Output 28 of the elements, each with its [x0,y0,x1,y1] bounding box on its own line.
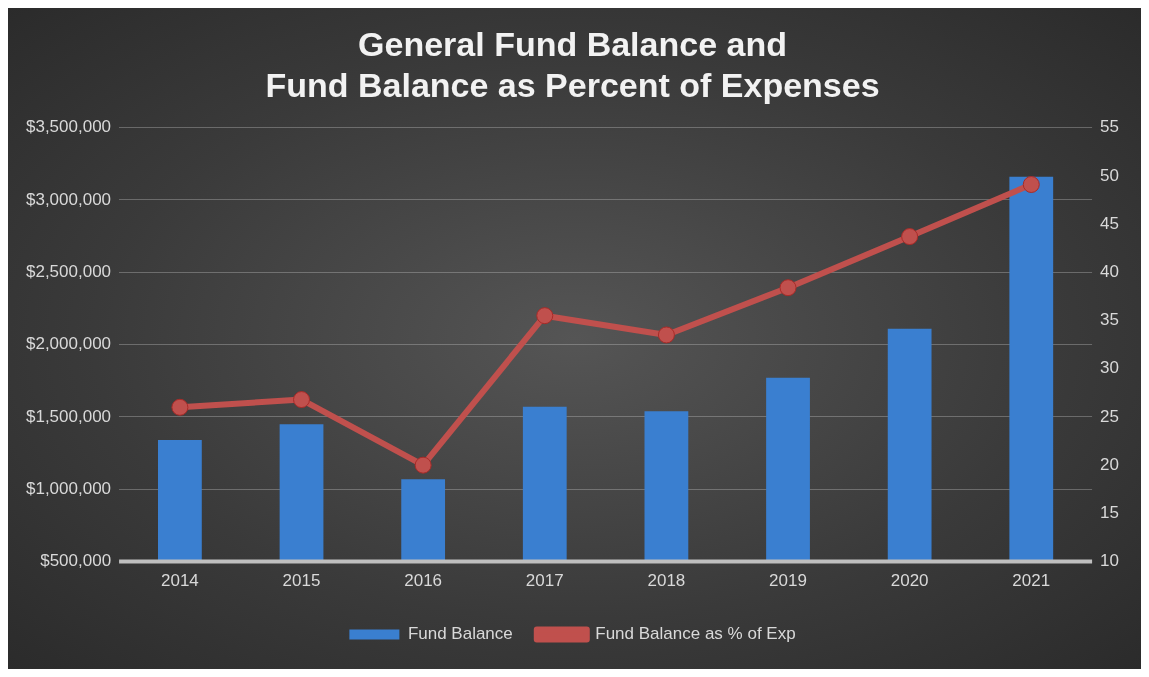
x-tick-label: 2014 [160,571,199,591]
y-tick-label: $3,000,000 [25,189,112,209]
y2-tick-label: 40 [1100,261,1120,281]
x-tick-label: 2020 [890,571,929,591]
x-tick-label: 2021 [1012,571,1051,591]
y-tick-label: $3,500,000 [25,117,112,137]
legend-label: Fund Balance [407,624,513,644]
y2-tick-label: 50 [1100,165,1120,185]
y2-tick-label: 10 [1100,551,1120,571]
y-tick-label: $1,000,000 [25,478,112,498]
y-tick-label: $2,500,000 [25,261,112,281]
x-tick-label: 2019 [769,571,807,591]
x-tick-label: 2016 [404,571,443,591]
y2-tick-label: 45 [1100,213,1120,233]
chart-title: General Fund Balance and Fund Balance as Percent of Expenses [265,24,880,104]
x-tick-label: 2017 [525,571,564,591]
y2-tick-label: 35 [1100,310,1120,330]
x-tick-label: 2015 [282,571,321,591]
y2-tick-label: 15 [1100,503,1120,523]
y2-tick-label: 30 [1100,358,1120,378]
y-tick-label: $500,000 [40,551,112,571]
y2-tick-label: 20 [1100,454,1120,474]
x-tick-label: 2018 [647,571,686,591]
y-tick-label: $1,500,000 [25,406,112,426]
y2-tick-label: 25 [1100,406,1120,426]
y-tick-label: $2,000,000 [25,334,112,354]
legend-label: Fund Balance as % of Exp [595,624,796,644]
y2-tick-label: 55 [1100,117,1120,137]
